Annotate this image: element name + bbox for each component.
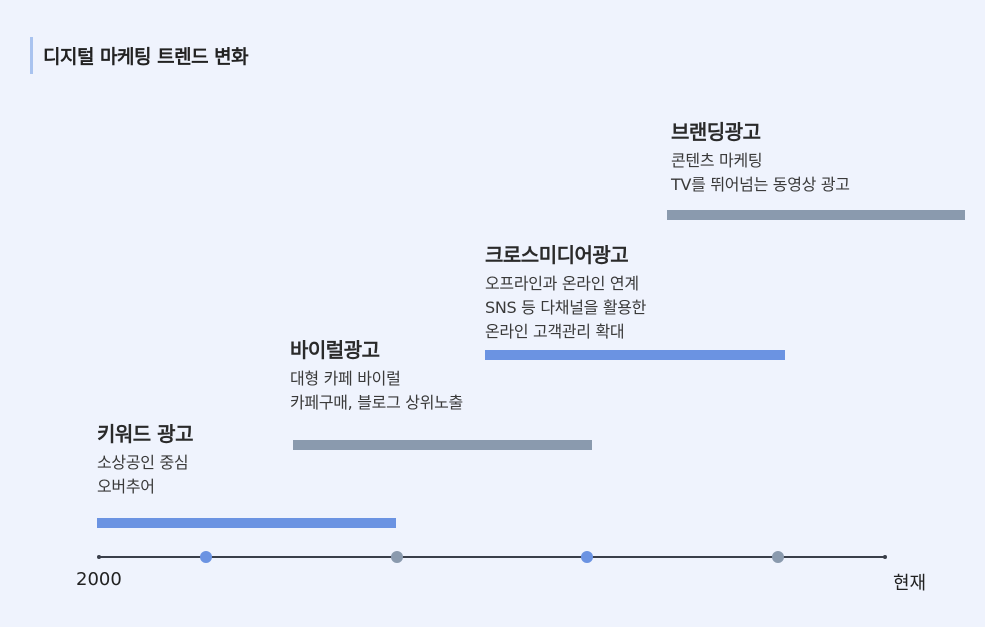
phase-detail: 온라인 고객관리 확대: [485, 322, 625, 341]
phase-bar-crossmedia-ad: [485, 350, 785, 360]
timeline-marker: [200, 551, 212, 563]
title-marker: 디지털 마케팅 트렌드 변화: [30, 37, 249, 74]
phase-detail: 콘텐츠 마케팅: [671, 151, 763, 170]
phase-detail: 소상공인 중심: [97, 453, 189, 472]
timeline-marker: [581, 551, 593, 563]
timeline-marker: [391, 551, 403, 563]
phase-crossmedia-ad: 크로스미디어광고 오프라인과 온라인 연계 SNS 등 다채널을 활용한 온라인…: [485, 242, 646, 344]
phase-detail: SNS 등 다채널을 활용한: [485, 298, 647, 317]
phase-detail: TV를 뛰어넘는 동영상 광고: [671, 175, 850, 194]
diagram-title: 디지털 마케팅 트렌드 변화: [43, 46, 249, 68]
phase-title: 키워드 광고: [97, 422, 193, 446]
axis-end-dot: [883, 555, 887, 559]
timeline-axis: [99, 556, 885, 558]
phase-branding-ad: 브랜딩광고 콘텐츠 마케팅 TV를 뛰어넘는 동영상 광고: [671, 119, 850, 197]
phase-bar-keyword-ad: [97, 518, 396, 528]
phase-detail: 오버추어: [97, 477, 155, 496]
phase-viral-ad: 바이럴광고 대형 카페 바이럴 카페구매, 블로그 상위노출: [290, 337, 463, 415]
phase-title: 바이럴광고: [290, 338, 380, 362]
timeline-marker: [772, 551, 784, 563]
phase-title: 브랜딩광고: [671, 120, 761, 144]
phase-title: 크로스미디어광고: [485, 243, 629, 267]
phase-detail: 대형 카페 바이럴: [290, 369, 401, 388]
phase-bar-branding-ad: [667, 210, 965, 220]
axis-end-label: 현재: [893, 573, 927, 594]
axis-start-label: 2000: [76, 569, 122, 590]
phase-bar-viral-ad: [293, 440, 592, 450]
phase-detail: 카페구매, 블로그 상위노출: [290, 393, 463, 412]
axis-start-dot: [97, 555, 101, 559]
phase-keyword-ad: 키워드 광고 소상공인 중심 오버추어: [97, 421, 193, 499]
phase-detail: 오프라인과 온라인 연계: [485, 274, 639, 293]
